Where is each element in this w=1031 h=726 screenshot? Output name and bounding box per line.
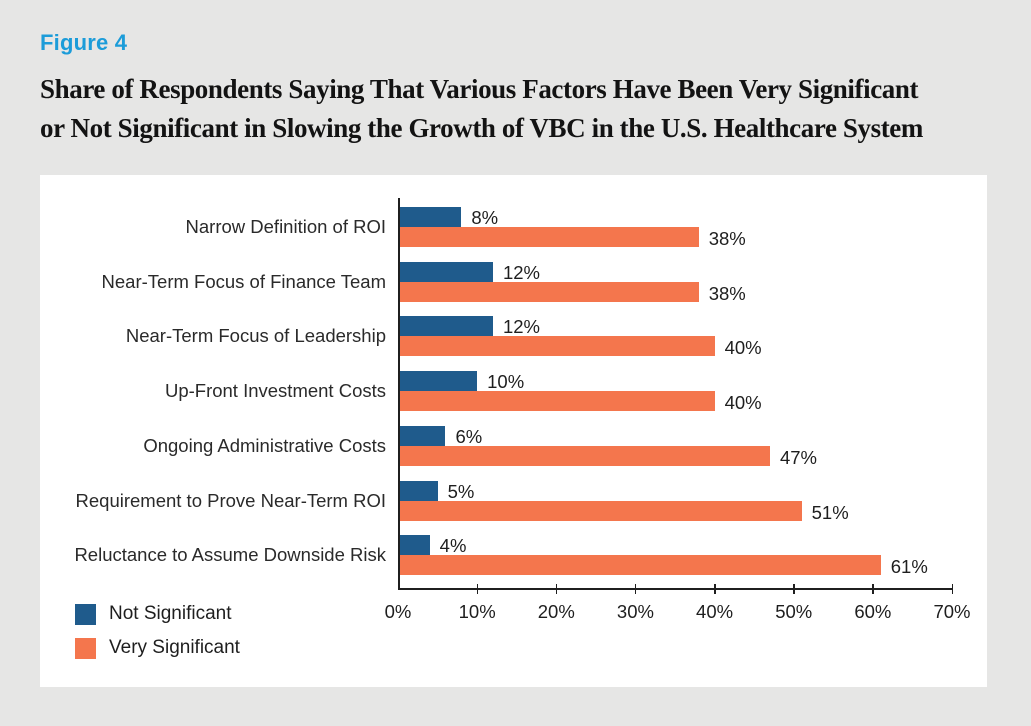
bar-not-significant [398,316,493,336]
bar-not-significant [398,481,438,501]
chart-title: Share of Respondents Saying That Various… [40,70,1000,148]
bar-value-label: 5% [447,481,475,502]
x-axis-tick-label: 20% [537,601,575,622]
chart-title-line-1: Share of Respondents Saying That Various… [40,74,919,104]
bar-very-significant [398,391,715,411]
x-axis-tick [793,584,795,594]
x-axis-tick [872,584,874,594]
x-axis-tick-label: 50% [775,601,813,622]
bar-value-label: 10% [487,371,525,392]
bar-value-label: 8% [471,207,499,228]
x-axis-tick-label: 60% [854,601,892,622]
category-label: Near-Term Focus of Leadership [125,325,386,346]
very-significant-swatch [75,637,96,659]
category-label: Near-Term Focus of Finance Team [101,271,386,292]
legend-label: Not Significant [109,603,232,624]
bar-value-label: 12% [502,262,540,283]
category-label: Up-Front Investment Costs [164,380,386,401]
not-significant-swatch [75,603,96,625]
bar-not-significant [398,262,493,282]
category-label: Reluctance to Assume Downside Risk [74,544,386,565]
chart-panel: Not Significant Very Significant Narrow … [40,175,987,687]
category-label: Narrow Definition of ROI [185,216,386,237]
bar-value-label: 6% [455,426,483,447]
bar-not-significant [398,207,462,227]
x-axis-tick [951,584,953,594]
x-axis-tick [714,584,716,594]
legend-item-very-significant: Very Significant [75,637,240,659]
legend-label: Very Significant [109,637,240,658]
bar-value-label: 38% [708,283,746,304]
bar-value-label: 4% [439,535,467,556]
x-axis-tick-label: 40% [696,601,734,622]
bar-value-label: 47% [779,447,817,468]
x-axis-line [398,588,953,590]
x-axis-tick-label: 0% [384,601,412,622]
category-label: Requirement to Prove Near-Term ROI [75,490,387,511]
y-axis-line [398,198,400,588]
chart-title-line-2: or Not Significant in Slowing the Growth… [40,113,923,143]
bar-value-label: 61% [890,556,928,577]
x-axis-tick-label: 30% [616,601,654,622]
bar-value-label: 38% [708,228,746,249]
category-label: Ongoing Administrative Costs [143,435,386,456]
bar-not-significant [398,371,478,391]
bar-value-label: 51% [811,502,849,523]
bar-not-significant [398,535,430,555]
legend-item-not-significant: Not Significant [75,603,240,625]
chart-legend: Not Significant Very Significant [75,603,240,671]
bar-value-label: 12% [502,316,540,337]
bar-very-significant [398,446,770,466]
bar-value-label: 40% [724,337,762,358]
x-axis-tick-label: 10% [458,601,496,622]
bar-very-significant [398,282,699,302]
bar-very-significant [398,336,715,356]
figure-label: Figure 4 [40,30,128,55]
x-axis-tick [634,584,637,594]
x-axis-tick-label: 70% [933,601,971,622]
x-axis-tick [476,584,479,594]
bar-very-significant [398,501,802,521]
bar-very-significant [398,227,699,247]
bar-not-significant [398,426,446,446]
bar-value-label: 40% [724,392,762,413]
x-axis-tick [555,584,558,594]
bar-very-significant [398,555,881,575]
